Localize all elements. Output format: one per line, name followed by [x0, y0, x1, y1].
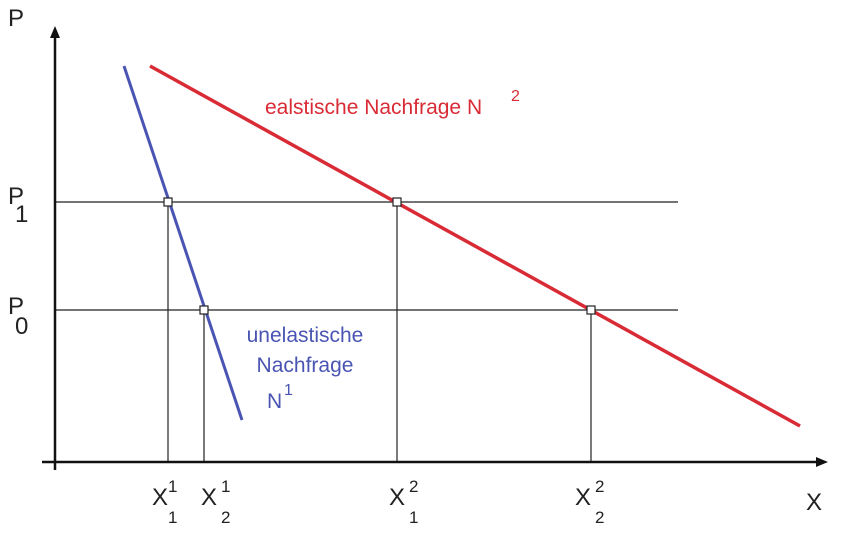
tick-x12-sub: 1 [409, 508, 418, 527]
tick-x21-sup: 1 [221, 477, 230, 496]
inelastic-curve-label: unelastische Nachfrage N 1 [247, 324, 364, 413]
inelastic-demand-curve [122, 65, 244, 421]
tick-x22-main: X [575, 484, 591, 511]
inelastic-label-line2: Nachfrage [257, 354, 354, 377]
marker-p1-elastic [392, 197, 402, 207]
tick-x21: X 1 2 [201, 477, 230, 527]
x-axis-arrowhead [816, 457, 828, 467]
tick-x21-sub: 2 [221, 508, 230, 527]
tick-x11-sup: 1 [168, 477, 177, 496]
tick-x12-sup: 2 [409, 477, 418, 496]
tick-x21-main: X [201, 484, 217, 511]
elastic-label-text: ealstische Nachfrage N [265, 96, 482, 119]
tick-x22: X 2 2 [575, 477, 604, 527]
p1-subscript: 1 [15, 201, 28, 228]
elastic-curve-label: ealstische Nachfrage N 2 [265, 88, 520, 119]
elastic-label-sup: 2 [511, 88, 520, 105]
tick-x11-sub: 1 [168, 508, 177, 527]
marker-p0-elastic [586, 305, 596, 315]
tick-x22-sup: 2 [595, 477, 604, 496]
marker-p0-inelastic [199, 305, 209, 315]
p0-label: P [8, 293, 24, 320]
marker-p1-inelastic [163, 197, 173, 207]
inelastic-label-sup: 1 [284, 382, 293, 399]
x-axis-label: X [806, 489, 822, 516]
y-axis-arrowhead [50, 26, 60, 38]
tick-x12-main: X [389, 484, 405, 511]
p1-label: P [8, 183, 24, 210]
elastic-demand-curve [149, 64, 801, 428]
inelastic-label-line1: unelastische [247, 324, 364, 347]
tick-x11: X 1 1 [152, 477, 177, 527]
tick-x22-sub: 2 [595, 508, 604, 527]
y-axis-label: P [8, 5, 24, 32]
p0-subscript: 0 [15, 313, 28, 340]
inelastic-label-line3: N [267, 390, 282, 413]
tick-x12: X 2 1 [389, 477, 418, 527]
tick-x11-main: X [152, 484, 168, 511]
